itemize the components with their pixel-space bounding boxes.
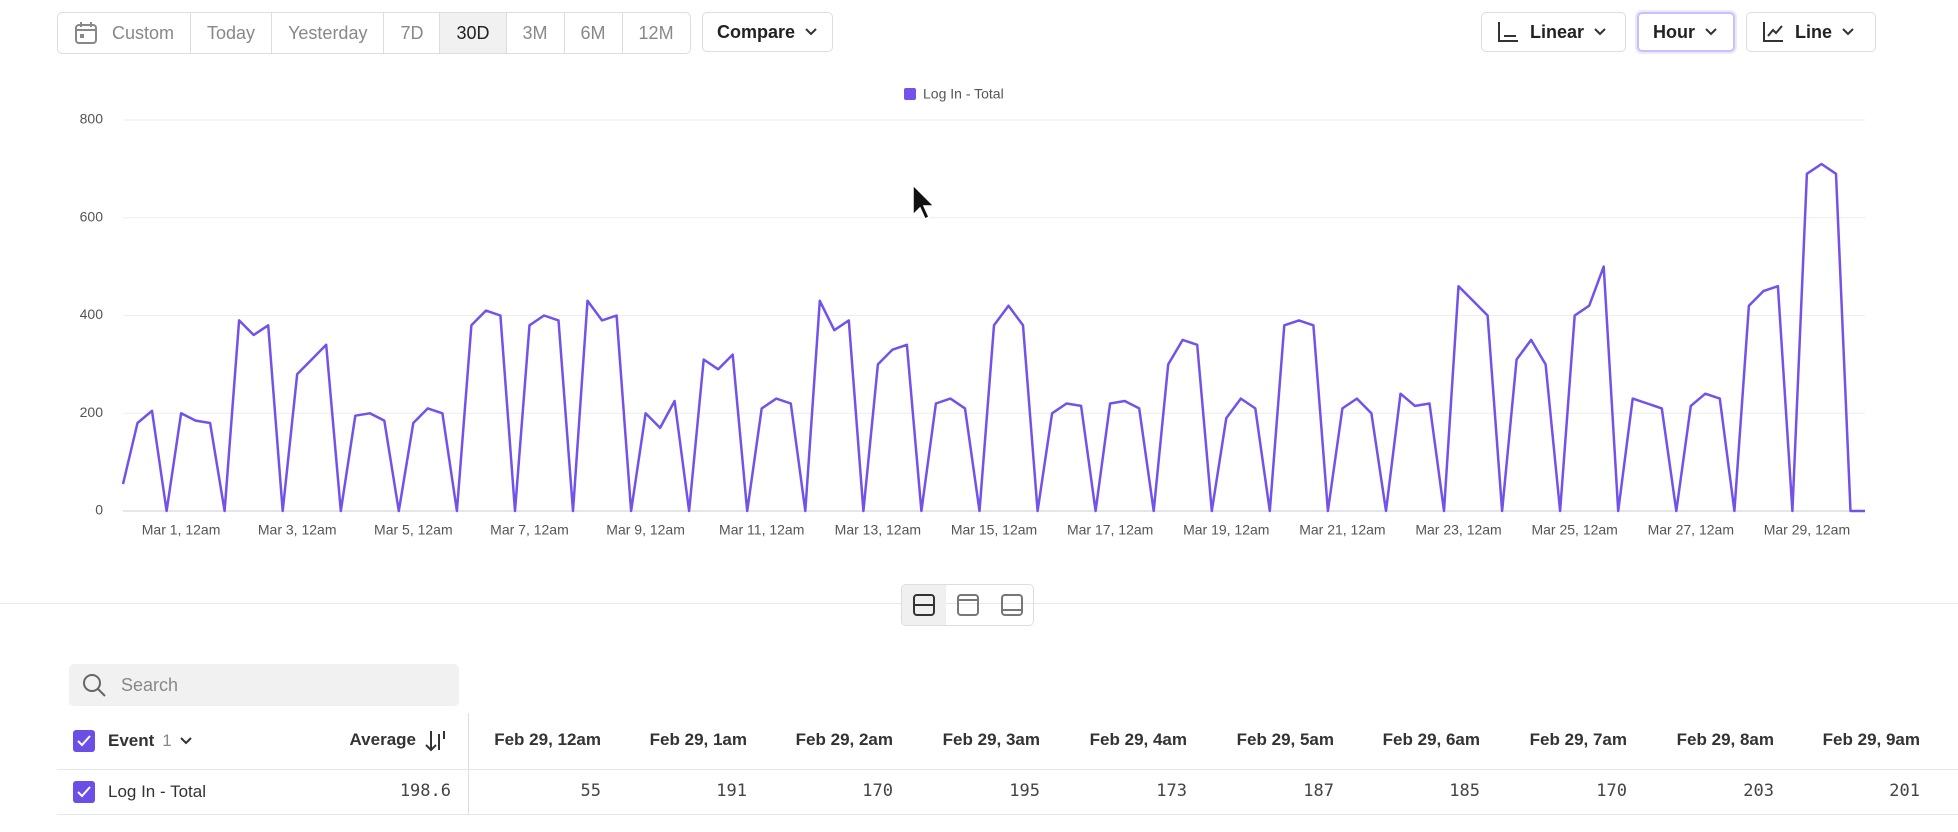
column-header: Feb 29, 2am <box>795 730 893 749</box>
label: Linear <box>1530 21 1585 42</box>
x-tick-label: Mar 13, 12am <box>835 522 921 538</box>
cell: 187 <box>1303 781 1334 801</box>
interval-button[interactable]: Hour <box>1637 12 1735 52</box>
column-header: Feb 29, 9am <box>1822 730 1920 749</box>
cell: 185 <box>1449 781 1480 801</box>
x-tick-label: Mar 15, 12am <box>951 522 1037 538</box>
layout-toggle <box>901 584 1034 626</box>
column-header: Feb 29, 4am <box>1089 730 1187 749</box>
column-header: Feb 29, 12am <box>494 730 601 749</box>
x-tick-label: Mar 7, 12am <box>490 522 569 538</box>
y-tick-label: 400 <box>80 306 104 322</box>
row-average: 198.6 <box>399 781 451 801</box>
x-tick-label: Mar 5, 12am <box>374 522 453 538</box>
date-range-button[interactable]: 6M <box>565 13 623 53</box>
x-tick-label: Mar 21, 12am <box>1299 522 1385 538</box>
icon <box>1498 22 1518 42</box>
scale-button[interactable]: Linear <box>1481 12 1626 52</box>
label: Hour <box>1653 21 1695 42</box>
x-tick-label: Mar 19, 12am <box>1183 522 1269 538</box>
legend-swatch <box>904 88 916 100</box>
compare-button[interactable]: Compare <box>702 12 833 52</box>
select-all-checkbox[interactable] <box>73 730 95 752</box>
y-tick-label: 800 <box>80 111 104 127</box>
date-range-button[interactable]: 7D <box>384 13 441 53</box>
search-placeholder: Search <box>121 674 179 695</box>
cell: 201 <box>1889 781 1920 801</box>
y-tick-label: 600 <box>80 208 104 224</box>
x-tick-label: Mar 23, 12am <box>1415 522 1501 538</box>
y-tick-label: 200 <box>80 404 104 420</box>
date-range-button[interactable]: Today <box>191 13 273 53</box>
date-range-button[interactable]: 30D <box>440 13 507 53</box>
column-header: Feb 29, 5am <box>1236 730 1334 749</box>
column-header: Feb 29, 6am <box>1382 730 1480 749</box>
chevron <box>1842 28 1854 36</box>
cell: 203 <box>1743 781 1774 801</box>
cell: 195 <box>1009 781 1040 801</box>
row-checkbox[interactable] <box>73 781 95 803</box>
chevron <box>805 28 817 36</box>
average-header[interactable]: Average <box>349 730 416 749</box>
layout-bottom[interactable] <box>990 585 1033 625</box>
chevron <box>1705 28 1717 36</box>
icon <box>1763 22 1783 42</box>
label: Event <box>108 731 155 750</box>
date-range-group: Custom Today Yesterday 7D 30D 3M 6M 12M <box>57 12 691 54</box>
date-range-button[interactable]: Yesterday <box>272 13 385 53</box>
search-box[interactable]: Search <box>69 664 459 706</box>
row-line <box>57 769 1958 770</box>
label: Line <box>1795 21 1833 42</box>
layout-split[interactable] <box>902 585 946 625</box>
column-header: Feb 29, 1am <box>649 730 747 749</box>
column-header: Feb 29, 8am <box>1676 730 1774 749</box>
cursor <box>912 183 936 221</box>
column-header: Feb 29, 3am <box>942 730 1040 749</box>
y-tick-label: 0 <box>95 502 103 518</box>
x-tick-label: Mar 17, 12am <box>1067 522 1153 538</box>
cell: 173 <box>1156 781 1187 801</box>
legend-label: Log In - Total <box>923 86 1004 102</box>
chevron <box>180 737 192 745</box>
x-tick-label: Mar 1, 12am <box>142 522 221 538</box>
label: Compare <box>717 21 796 42</box>
event-header[interactable]: Event 1 <box>108 731 192 751</box>
cell: 170 <box>1596 781 1627 801</box>
sort-icon[interactable] <box>424 728 448 754</box>
date-range-button[interactable]: 12M <box>638 22 674 43</box>
cell: 55 <box>580 781 601 801</box>
x-tick-label: Mar 27, 12am <box>1648 522 1734 538</box>
x-tick-label: Mar 9, 12am <box>606 522 685 538</box>
row-name: Log In - Total <box>108 782 206 801</box>
x-tick-label: Mar 11, 12am <box>719 522 804 538</box>
x-tick-label: Mar 29, 12am <box>1764 522 1850 538</box>
column-header: Feb 29, 7am <box>1529 730 1627 749</box>
x-tick-label: Mar 25, 12am <box>1531 522 1617 538</box>
chart: 0 200 400 600 800 Mar 1, 12am Mar 3, 12am Mar 5… <box>80 86 1865 538</box>
search-icon <box>83 674 106 697</box>
layout-top[interactable] <box>946 585 990 625</box>
cell: 170 <box>862 781 893 801</box>
series-line <box>121 162 1865 513</box>
chevron <box>1594 28 1606 36</box>
chart-style-button[interactable]: Line <box>1746 12 1876 52</box>
date-range-button[interactable]: Custom <box>58 13 192 53</box>
calendar-icon <box>75 22 97 44</box>
cell: 191 <box>716 781 747 801</box>
date-range-button[interactable]: 3M <box>507 13 565 53</box>
event-count: 1 <box>162 731 172 750</box>
row-line <box>57 814 1958 815</box>
x-tick-label: Mar 3, 12am <box>258 522 337 538</box>
column-divider <box>468 713 469 815</box>
